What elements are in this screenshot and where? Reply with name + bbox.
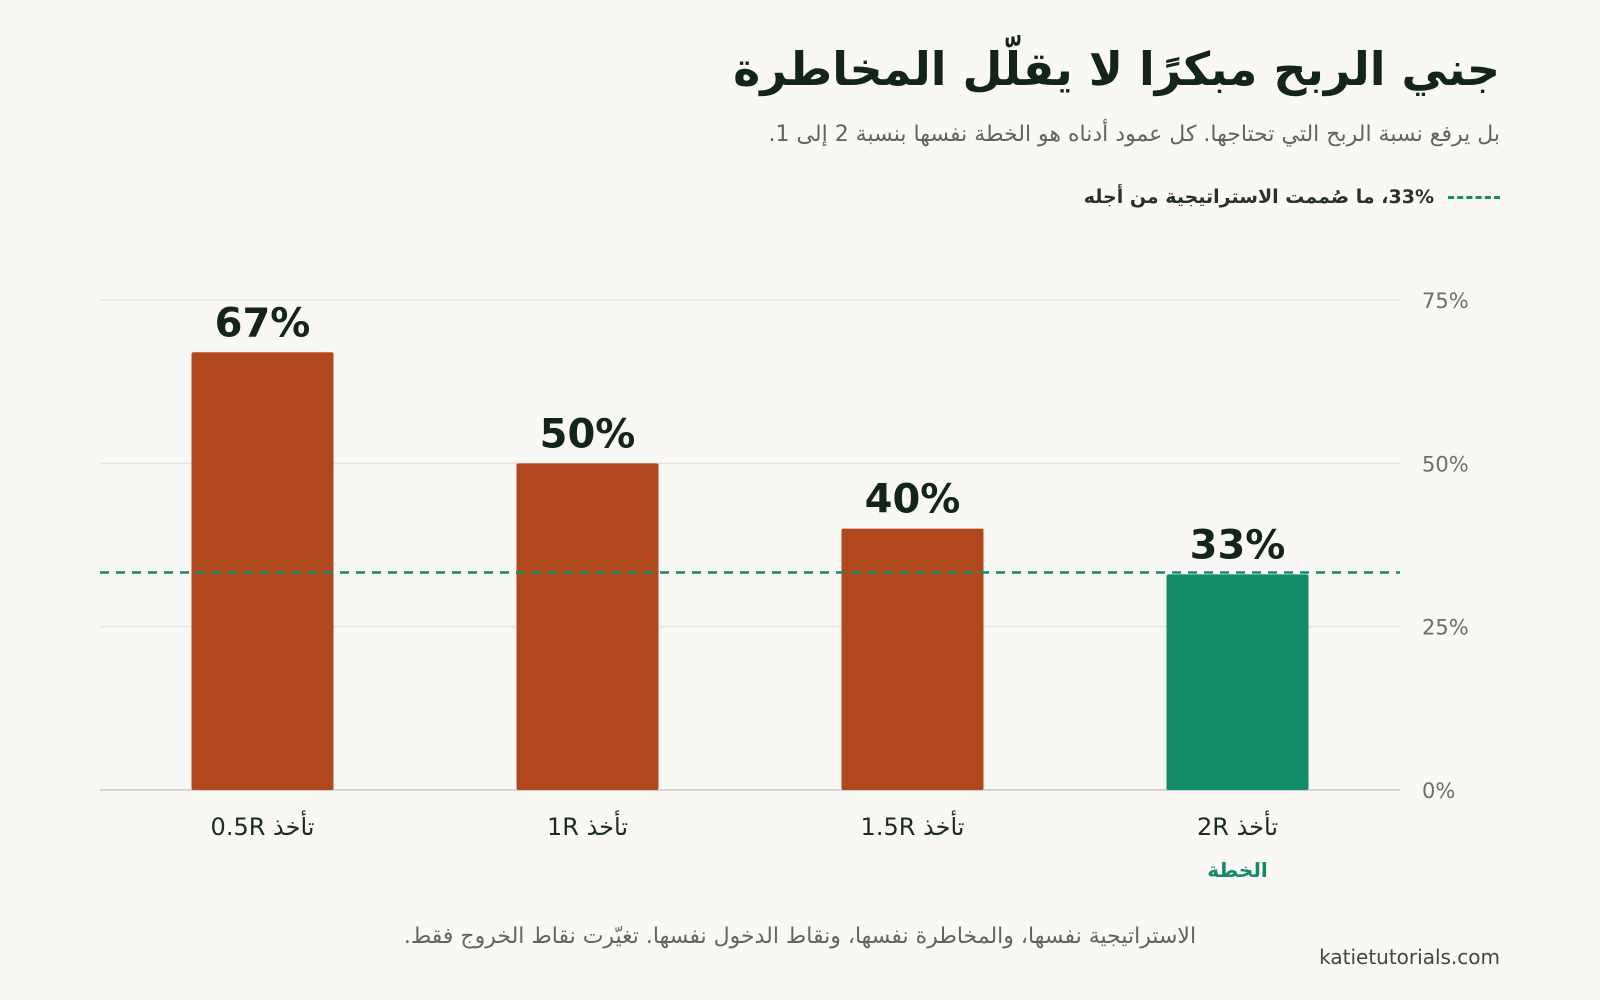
reference-line-swatch bbox=[1448, 195, 1500, 199]
bar bbox=[191, 352, 334, 790]
x-tick-label: تأخذ 2R bbox=[1197, 810, 1278, 841]
y-tick-label: 50% bbox=[1422, 452, 1469, 476]
highlight-sublabel: الخطة bbox=[1207, 858, 1267, 882]
bar-value-label: 50% bbox=[540, 411, 636, 457]
bar-value-label: 40% bbox=[865, 477, 961, 523]
bar bbox=[1166, 574, 1309, 790]
x-tick-label: تأخذ 0.5R bbox=[211, 810, 315, 841]
y-tick-label: 75% bbox=[1422, 289, 1469, 313]
chart-title: جني الربح مبكرًا لا يقلّل المخاطرة bbox=[733, 42, 1500, 96]
bar-value-label: 67% bbox=[215, 300, 311, 346]
chart-caption: الاستراتيجية نفسها، والمخاطرة نفسها، ونق… bbox=[403, 924, 1197, 949]
chart-subtitle: بل يرفع نسبة الربح التي تحتاجها. كل عمود… bbox=[768, 122, 1500, 147]
x-tick-label: تأخذ 1R bbox=[547, 810, 628, 841]
y-tick-label: 0% bbox=[1422, 779, 1455, 803]
bar-value-label: 33% bbox=[1190, 522, 1286, 568]
reference-line-label: 33%، ما صُممت الاستراتيجية من أجله bbox=[1083, 186, 1434, 208]
y-tick-label: 25% bbox=[1422, 616, 1469, 640]
chart-legend: 33%، ما صُممت الاستراتيجية من أجله bbox=[1084, 184, 1500, 210]
bar bbox=[841, 528, 984, 790]
site-credit: katietutorials.com bbox=[1319, 945, 1500, 969]
bar bbox=[516, 463, 659, 790]
x-tick-label: تأخذ 1.5R bbox=[861, 810, 965, 841]
